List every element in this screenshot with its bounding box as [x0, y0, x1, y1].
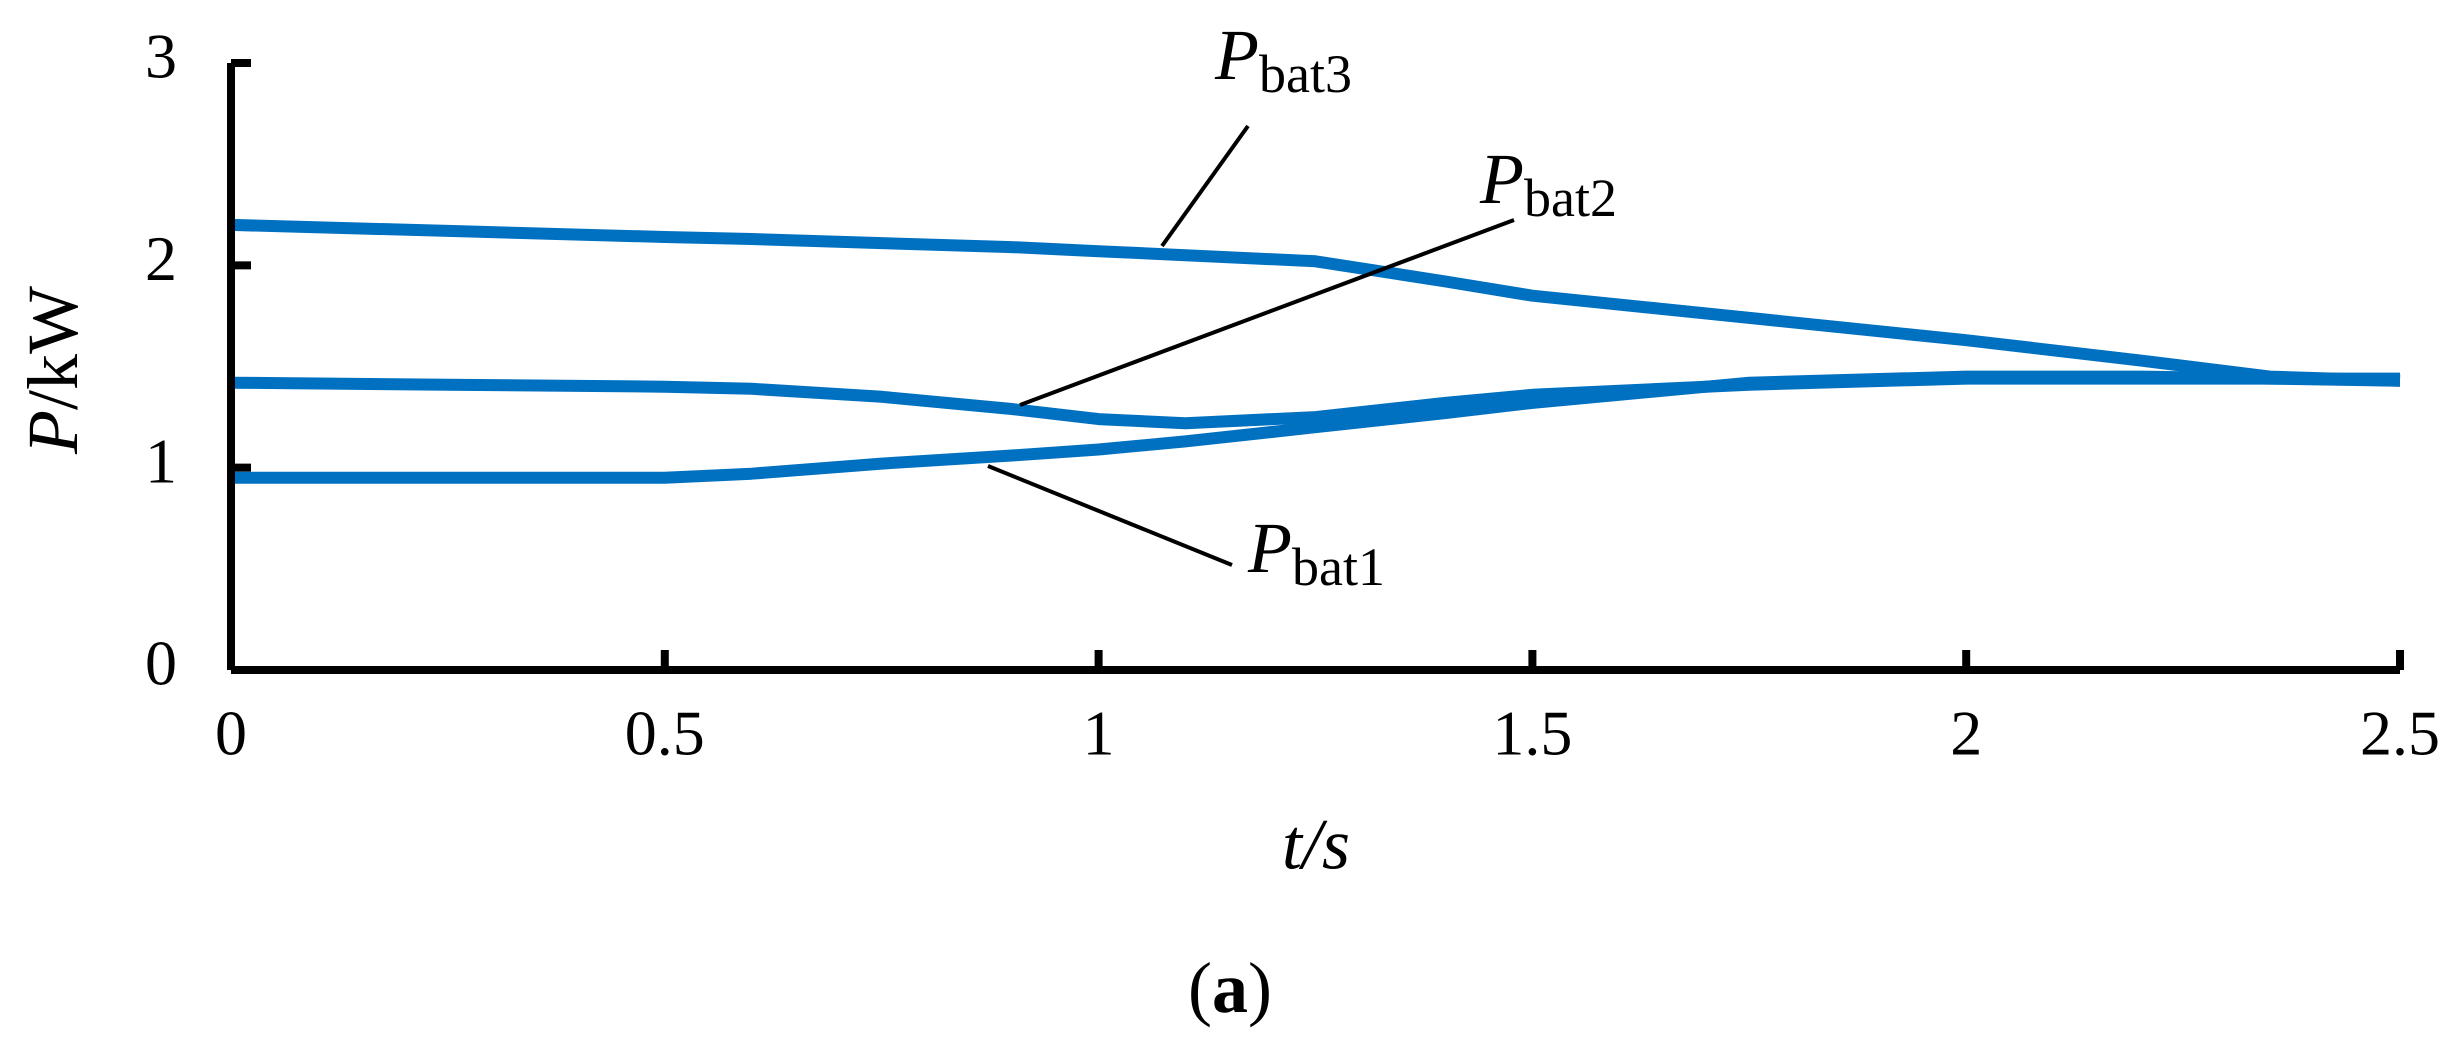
series-label: Pbat1 [1247, 508, 1385, 598]
series-line [230, 372, 2400, 430]
series-label-subscript: bat3 [1259, 44, 1352, 104]
plot-area: 0 1 2 3 0 0.5 1 1.5 2 2.5 [145, 21, 2440, 769]
x-tick-label: 2 [1950, 698, 1982, 769]
series-label-subscript: bat2 [1524, 168, 1617, 228]
y-axis-label: P/kW [13, 286, 93, 455]
x-tick-label: 1.5 [1492, 698, 1572, 769]
x-tick-label: 2.5 [2360, 698, 2440, 769]
series-line [230, 218, 2401, 387]
series-label-subscript: bat1 [1292, 537, 1385, 597]
leader-line [1160, 124, 1250, 248]
series-label-symbol: P [1214, 15, 1259, 95]
y-tick-label: 1 [145, 425, 177, 496]
caption: (a) [1188, 948, 1272, 1028]
series-label: Pbat3 [1214, 15, 1352, 105]
series-label: Pbat2 [1479, 139, 1617, 229]
y-axis-unit: /kW [13, 286, 93, 410]
series-label-symbol: P [1479, 139, 1524, 219]
y-tick-label: 2 [145, 223, 177, 294]
leader-line [987, 464, 1233, 567]
caption-part: ) [1248, 948, 1272, 1028]
series-line [231, 370, 2401, 484]
series-label-symbol: P [1247, 508, 1292, 588]
caption-part: a [1212, 948, 1248, 1028]
x-tick-label: 0.5 [625, 698, 705, 769]
x-tick-label: 1 [1083, 698, 1115, 769]
y-axis-symbol: P [13, 410, 93, 455]
caption-part: ( [1188, 948, 1212, 1028]
x-tick-label: 0 [215, 698, 247, 769]
leader-line [1019, 218, 1515, 407]
y-tick-label: 3 [145, 21, 177, 92]
x-axis-label: t/s [1282, 805, 1350, 885]
y-tick-label: 0 [145, 628, 177, 699]
